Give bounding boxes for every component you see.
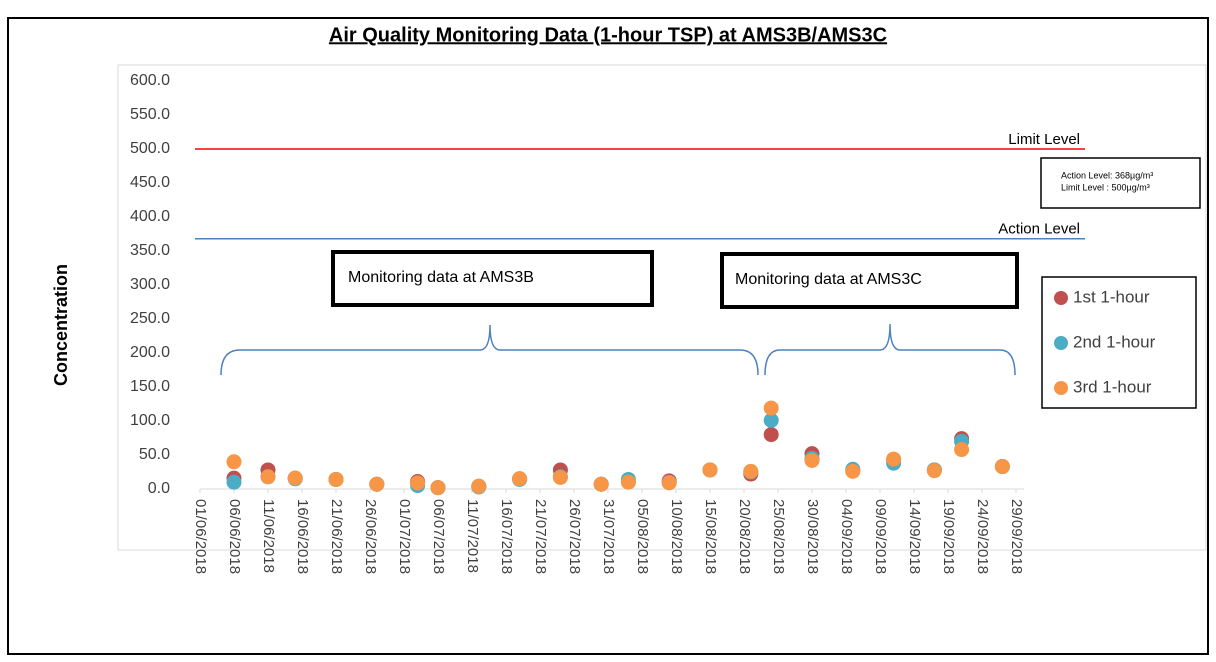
- y-tick-label: 200.0: [130, 344, 170, 361]
- legend-marker: [1054, 336, 1068, 350]
- x-tick-label: 05/08/2018: [634, 499, 651, 574]
- point: [661, 475, 677, 491]
- x-tick-label: 01/06/2018: [192, 499, 209, 574]
- legend-label: 3rd 1-hour: [1073, 377, 1152, 396]
- reference-label: Limit Level: [1008, 131, 1080, 148]
- point: [994, 459, 1010, 475]
- brace: [220, 324, 759, 376]
- point: [226, 454, 242, 470]
- annotation-box: [720, 252, 1019, 309]
- brace: [764, 323, 1016, 376]
- point: [471, 478, 487, 494]
- y-axis-label: Concentration: [51, 264, 71, 386]
- y-tick-label: 500.0: [130, 140, 170, 157]
- x-tick-label: 25/08/2018: [770, 499, 787, 574]
- x-tick-label: 01/07/2018: [396, 499, 413, 574]
- x-tick-label: 21/06/2018: [328, 499, 345, 574]
- x-tick-label: 29/09/2018: [1008, 499, 1025, 574]
- point: [886, 451, 902, 467]
- annotation: Monitoring data at AMS3B: [348, 269, 534, 286]
- point: [763, 400, 779, 416]
- point: [804, 452, 820, 468]
- info-text: Limit Level : 500µg/m³: [1061, 182, 1150, 192]
- y-tick-label: 50.0: [139, 446, 170, 463]
- y-tick-label: 550.0: [130, 106, 170, 123]
- point: [763, 427, 779, 443]
- point: [926, 463, 942, 479]
- legend-label: 2nd 1-hour: [1073, 332, 1156, 351]
- plot-frame: [117, 64, 1207, 551]
- point: [328, 471, 344, 487]
- point: [763, 412, 779, 428]
- point: [512, 471, 528, 487]
- point: [743, 463, 759, 479]
- x-tick-label: 15/08/2018: [702, 499, 719, 574]
- point: [845, 463, 861, 479]
- legend-marker: [1054, 381, 1068, 395]
- info-text: Action Level: 368µg/m³: [1061, 170, 1153, 180]
- x-tick-label: 09/09/2018: [872, 499, 889, 574]
- x-tick-label: 19/09/2018: [940, 499, 957, 574]
- x-tick-label: 14/09/2018: [906, 499, 923, 574]
- point: [552, 469, 568, 485]
- chart-title: Air Quality Monitoring Data (1-hour TSP)…: [329, 24, 887, 46]
- point: [702, 462, 718, 478]
- x-tick-label: 11/06/2018: [260, 499, 277, 573]
- point: [369, 476, 385, 492]
- point: [287, 470, 303, 486]
- point: [593, 476, 609, 492]
- annotation: Monitoring data at AMS3C: [735, 271, 922, 288]
- x-tick-label: 10/08/2018: [668, 499, 685, 574]
- y-tick-label: 600.0: [130, 72, 170, 89]
- x-tick-label: 16/06/2018: [294, 499, 311, 574]
- point: [620, 474, 636, 490]
- x-tick-label: 21/07/2018: [532, 499, 549, 574]
- info-box: [1040, 157, 1201, 209]
- x-tick-label: 30/08/2018: [804, 499, 821, 574]
- x-tick-label: 16/07/2018: [498, 499, 515, 574]
- point: [260, 469, 276, 485]
- y-tick-label: 450.0: [130, 174, 170, 191]
- x-tick-label: 04/09/2018: [838, 499, 855, 574]
- outer-frame: [7, 17, 1209, 655]
- y-tick-label: 400.0: [130, 208, 170, 225]
- y-tick-label: 350.0: [130, 242, 170, 259]
- x-tick-label: 11/07/2018: [464, 499, 481, 573]
- x-tick-label: 06/06/2018: [226, 499, 243, 574]
- legend-label: 1st 1-hour: [1073, 287, 1150, 306]
- legend-marker: [1054, 291, 1068, 305]
- point: [954, 442, 970, 458]
- y-tick-label: 100.0: [130, 412, 170, 429]
- reference-label: Action Level: [998, 221, 1080, 238]
- x-tick-label: 31/07/2018: [600, 499, 617, 574]
- y-tick-label: 300.0: [130, 276, 170, 293]
- y-tick-label: 0.0: [148, 480, 170, 497]
- point: [430, 480, 446, 496]
- x-tick-label: 20/08/2018: [736, 499, 753, 574]
- x-tick-label: 26/07/2018: [566, 499, 583, 574]
- y-tick-label: 150.0: [130, 378, 170, 395]
- x-tick-label: 06/07/2018: [430, 499, 447, 574]
- y-tick-label: 250.0: [130, 310, 170, 327]
- x-tick-label: 24/09/2018: [974, 499, 991, 574]
- x-tick-label: 26/06/2018: [362, 499, 379, 574]
- annotation-box: [331, 250, 654, 307]
- point: [410, 475, 426, 491]
- point: [226, 474, 242, 490]
